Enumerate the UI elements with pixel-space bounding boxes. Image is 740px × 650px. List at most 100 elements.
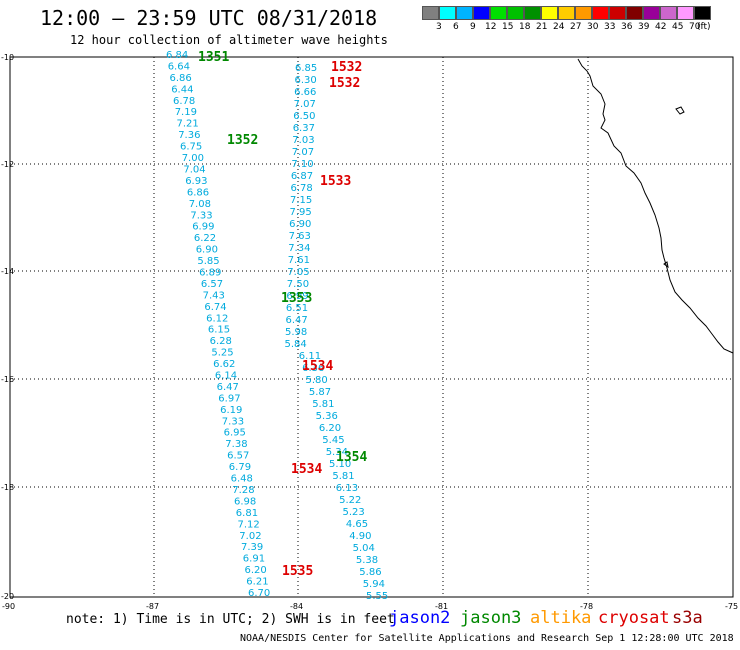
legend-label: 12 (485, 22, 497, 32)
wave-height-value: 6.15 (208, 325, 230, 336)
wave-height-value: 6.30 (295, 75, 317, 86)
wave-height-value: 7.43 (203, 290, 225, 301)
wave-height-value: 6.19 (220, 405, 242, 416)
wave-height-value: 6.97 (218, 393, 240, 404)
pass-number-label: 1532 (331, 60, 362, 75)
wave-height-value: 5.84 (285, 339, 307, 350)
wave-height-value: 7.10 (291, 159, 313, 170)
wave-height-value: 6.84 (166, 50, 188, 61)
lon-label: -75 (725, 602, 738, 611)
pass-number-label: 1354 (336, 450, 367, 465)
wave-height-value: 6.78 (173, 96, 195, 107)
wave-height-value: 6.70 (248, 588, 270, 599)
wave-height-value: 6.50 (293, 111, 315, 122)
legend-swatch (524, 6, 541, 20)
wave-height-value: 5.98 (285, 327, 307, 338)
lon-label: -84 (290, 602, 303, 611)
wave-height-value: 6.98 (234, 496, 256, 507)
lat-label: -10 (1, 53, 14, 62)
legend-swatch (558, 6, 575, 20)
wave-height-value: 6.99 (192, 222, 214, 233)
wave-height-value: 6.78 (291, 183, 313, 194)
pass-number-label: 1535 (282, 564, 313, 579)
satellite-name: cryosat (598, 608, 670, 628)
wave-height-value: 5.22 (339, 495, 361, 506)
legend-swatch (626, 6, 643, 20)
wave-height-value: 6.47 (217, 382, 239, 393)
legend-label: 27 (570, 22, 582, 32)
lat-label: -16 (1, 375, 14, 384)
legend-swatch (575, 6, 592, 20)
wave-height-value: 5.10 (329, 459, 351, 470)
wave-height-value: 6.12 (206, 313, 228, 324)
wave-height-value: 6.44 (171, 84, 193, 95)
legend-label: 18 (519, 22, 531, 32)
legend-swatch (473, 6, 490, 20)
wave-height-value: 6.57 (227, 451, 249, 462)
wave-height-value: 7.38 (225, 439, 247, 450)
legend-swatch (592, 6, 609, 20)
wave-height-value: 5.80 (306, 375, 328, 386)
legend-swatch (439, 6, 456, 20)
wave-height-value: 6.91 (243, 554, 265, 565)
wave-height-value: 7.34 (288, 243, 310, 254)
wave-height-value: 6.90 (289, 219, 311, 230)
wave-height-value: 7.61 (288, 255, 310, 266)
wave-height-value: 5.85 (197, 256, 219, 267)
wave-height-value: 5.87 (309, 387, 331, 398)
legend-label: 6 (453, 22, 459, 32)
legend-swatch (660, 6, 677, 20)
wave-height-value: 6.64 (168, 61, 190, 72)
wave-height-value: 7.12 (238, 519, 260, 530)
wave-height-value: 6.86 (170, 73, 192, 84)
legend-swatch (694, 6, 711, 20)
wave-height-value: 6.66 (294, 87, 316, 98)
wave-height-value: 7.04 (183, 165, 205, 176)
wave-height-value: 4.65 (346, 519, 368, 530)
wave-height-value: 5.55 (366, 591, 388, 602)
lon-label: -90 (2, 602, 15, 611)
wave-height-value: 7.05 (287, 267, 309, 278)
altimeter-tracks: 6.846.646.866.446.787.197.217.366.757.00… (166, 50, 388, 602)
lat-label: -12 (1, 160, 14, 169)
wave-height-value: 6.57 (201, 279, 223, 290)
wave-height-value: 7.50 (287, 279, 309, 290)
wave-height-value: 5.81 (332, 471, 354, 482)
pass-number-label: 1351 (198, 50, 229, 65)
satellite-name: jason3 (460, 608, 522, 628)
legend-swatch (541, 6, 558, 20)
legend-swatch (609, 6, 626, 20)
wave-height-value: 7.08 (189, 199, 211, 210)
legend-label: 36 (621, 22, 633, 32)
wave-height-value: 5.23 (343, 507, 365, 518)
wave-height-value: 6.36 (302, 363, 324, 374)
lon-label: -81 (435, 602, 448, 611)
wave-height-value: 5.34 (326, 447, 348, 458)
wave-height-value: 7.33 (190, 210, 212, 221)
wave-height-value: 6.37 (293, 123, 315, 134)
wave-height-value: 5.36 (316, 411, 338, 422)
axis-labels: -10 -12 -14 -16 -18 -20-90 -87 -84 -81 -78 -75 (1, 53, 738, 611)
pass-number-label: 1532 (329, 76, 360, 91)
lat-label: -14 (1, 267, 14, 276)
wave-height-value: 7.07 (292, 147, 314, 158)
legend-label: 45 (672, 22, 684, 32)
wave-height-value: 6.79 (229, 462, 251, 473)
wave-height-value: 6.28 (210, 336, 232, 347)
wave-height-value: 7.03 (292, 135, 314, 146)
legend-swatch (456, 6, 473, 20)
legend-label: 39 (638, 22, 650, 32)
footer-credit: NOAA/NESDIS Center for Satellite Applica… (240, 633, 734, 644)
wave-height-value: 6.20 (319, 423, 341, 434)
wave-height-value: 6.89 (199, 268, 221, 279)
legend-swatch (677, 6, 694, 20)
lat-lon-grid (10, 57, 733, 597)
map-frame (9, 56, 734, 598)
wave-height-value: 6.11 (299, 351, 321, 362)
coastline (577, 58, 734, 354)
pass-number-label: 1353 (281, 291, 312, 306)
legend-label: 24 (553, 22, 565, 32)
satellite-name: s3a (672, 608, 703, 628)
